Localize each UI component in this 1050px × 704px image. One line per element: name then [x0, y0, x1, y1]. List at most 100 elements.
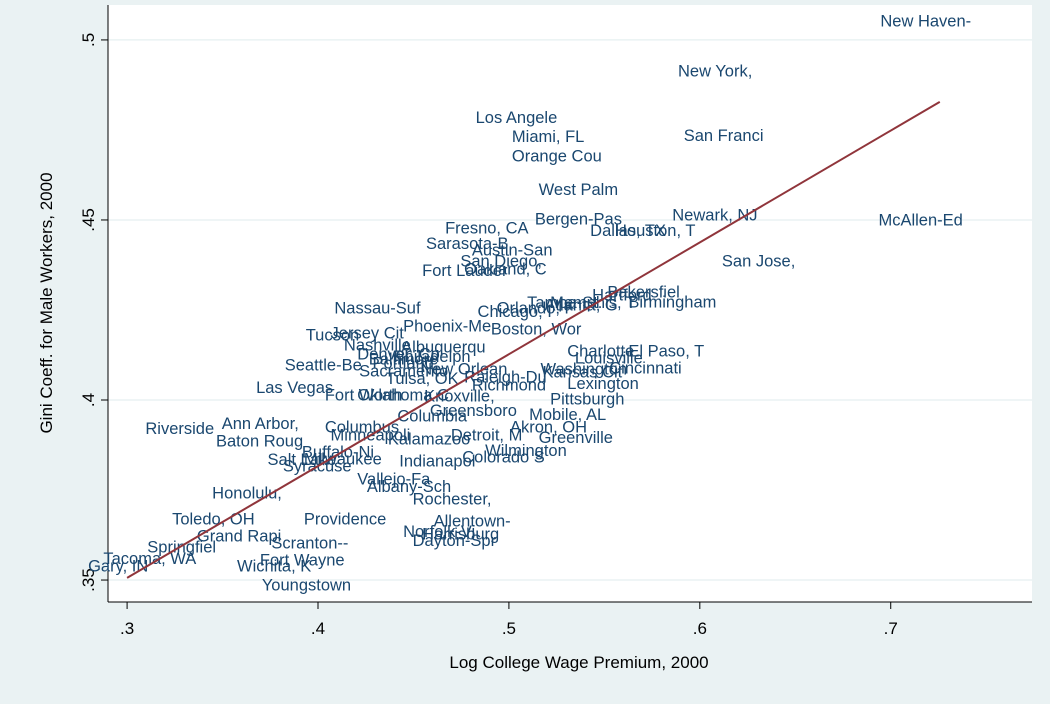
point-label: Kalamazoo: [388, 430, 471, 448]
point-label: Greenville: [539, 429, 613, 447]
point-label: Indianapol: [399, 452, 475, 470]
point-label: Oakland, C: [464, 260, 547, 278]
point-label: Toledo, OH: [172, 510, 255, 528]
point-label: West Palm: [539, 181, 618, 199]
point-label: Sarasota-B: [426, 235, 509, 253]
point-label: Newark, NJ: [672, 206, 757, 224]
point-label: Vallejo-Fa: [357, 470, 431, 488]
point-label: Fresno, CA: [445, 219, 528, 237]
point-label: Austin-San: [472, 241, 553, 259]
point-label: Albuquerqu: [401, 339, 485, 357]
point-label: Columbia: [397, 407, 468, 425]
plot-area: [108, 5, 1032, 602]
point-label: Memphis, T: [550, 294, 636, 312]
point-label: New Haven-: [880, 12, 971, 30]
point-label: Tampa-St.: [527, 294, 602, 312]
point-label: Allentown-: [434, 512, 511, 530]
point-label: Nashville: [344, 336, 411, 354]
point-label: McAllen-Ed: [878, 211, 962, 229]
point-label: Lexington: [567, 375, 639, 393]
point-label: Detroit, M: [451, 426, 523, 444]
point-label: Chicago, I: [478, 303, 552, 321]
point-label: Boston, Wor: [491, 321, 582, 339]
point-label: New Orlean: [420, 360, 507, 378]
point-label: Louisville: [575, 349, 643, 367]
point-label: Bakersfiel: [607, 283, 679, 301]
point-label: Oklahoma C: [357, 386, 449, 404]
point-label: San Franci: [684, 127, 764, 145]
x-tick-label: .6: [693, 619, 707, 638]
point-label: Orlando, F: [497, 299, 575, 317]
point-label: New York,: [678, 62, 752, 80]
point-label: Kansas Cit: [542, 363, 622, 381]
point-label: Buffalo-Ni: [302, 443, 374, 461]
point-label: Providence: [304, 510, 387, 528]
point-label: Pittsburgh: [550, 390, 624, 408]
y-tick-label: .35: [79, 568, 98, 592]
point-label: Tulsa, OK: [386, 370, 459, 388]
point-label: Fort Wayne: [260, 551, 345, 569]
point-label: Scranton--: [271, 534, 348, 552]
point-label: Dayton-Spr: [413, 532, 497, 550]
point-label: Philadelph: [394, 348, 471, 366]
point-label: Harrisburg: [422, 525, 499, 543]
point-label: Hartford: [592, 286, 652, 304]
point-label: Birmingham: [628, 293, 716, 311]
point-label: Washington: [541, 360, 628, 378]
point-label: Wilmington: [485, 442, 567, 460]
fit-line: [126, 100, 941, 579]
point-label: Richmond: [472, 376, 546, 394]
y-tick-label: .45: [79, 208, 98, 232]
point-label: Phoenix-Me: [403, 317, 491, 335]
x-tick-label: .7: [884, 619, 898, 638]
point-label: San Diego,: [460, 252, 542, 270]
point-label: Fort Worth: [325, 386, 403, 404]
point-label: Bergen-Pas: [535, 210, 622, 228]
point-label: Columbus: [325, 418, 399, 436]
x-axis-title: Log College Wage Premium, 2000: [449, 653, 708, 672]
point-label: Nassau-Suf: [334, 299, 421, 317]
point-label: Springfiel: [147, 538, 216, 556]
point-label: Ann Arbor,: [222, 415, 299, 433]
point-label: Riverside: [145, 420, 214, 438]
y-tick-label: .5: [79, 33, 98, 47]
point-label: Gary, IN: [88, 557, 148, 575]
point-label: Greensboro: [430, 402, 517, 420]
point-label: Norfolk-Vi: [403, 523, 475, 541]
x-tick-label: .5: [502, 619, 516, 638]
point-label: Youngstown: [262, 577, 351, 595]
point-label: Houston, T: [615, 222, 695, 240]
point-label: Miami, FL: [512, 128, 584, 146]
point-label: Cincinnati: [609, 359, 681, 377]
point-label: Tucson: [306, 326, 360, 344]
point-label: Fort Lauder: [422, 262, 508, 280]
point-label: Albany-Sch: [367, 478, 451, 496]
point-label: Sacramento: [359, 362, 448, 380]
point-label: San Jose,: [722, 252, 795, 270]
point-label: Colorado S: [462, 448, 545, 466]
point-label: Portland: [373, 354, 434, 372]
point-label: Baton Roug: [216, 432, 303, 450]
point-label: Las Vegas: [256, 379, 333, 397]
point-label: Wichita, K: [237, 557, 311, 575]
point-label: Grand Rapi: [197, 528, 281, 546]
point-label: Orange Cou: [512, 147, 602, 165]
y-axis-title: Gini Coeff. for Male Workers, 2000: [37, 172, 56, 433]
x-tick-label: .4: [311, 619, 325, 638]
point-label: Baltimore: [369, 350, 439, 368]
point-label: Raleigh-Du: [464, 368, 547, 386]
point-label: Dallas, TX: [590, 222, 666, 240]
y-tick-label: .4: [79, 393, 98, 407]
point-label: Denver, Co: [357, 345, 440, 363]
point-label: Knoxville,: [424, 387, 495, 405]
point-label: Akron, OH: [510, 418, 587, 436]
point-label: Seattle-Be: [285, 357, 362, 375]
point-label: Tacoma, WA: [103, 550, 196, 568]
point-label: El Paso, T: [628, 342, 704, 360]
point-label: Mobile, AL: [529, 406, 606, 424]
x-tick-label: .3: [120, 619, 134, 638]
point-label: Charlotte: [567, 342, 634, 360]
point-label: Rochester,: [413, 490, 492, 508]
point-label: Jersey Cit: [331, 324, 405, 342]
